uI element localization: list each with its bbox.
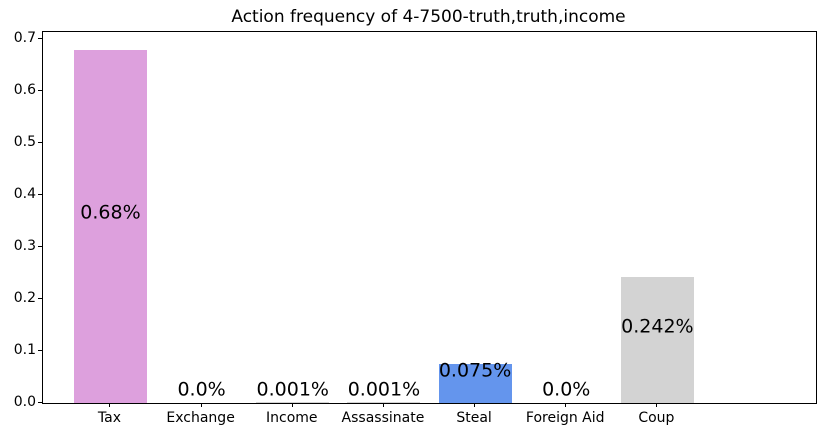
bar-value-label-coup: 0.242% <box>621 315 694 338</box>
x-tick-label-foreign-aid: Foreign Aid <box>525 410 605 426</box>
x-tick-mark-income <box>291 403 293 407</box>
y-tick-label-0.0: 0.0 <box>13 394 36 410</box>
bar-value-label-assassinate: 0.001% <box>347 378 421 401</box>
y-tick-mark-0.0 <box>38 402 42 403</box>
x-tick-label-assassinate: Assassinate <box>341 410 425 426</box>
x-tick-mark-foreign-aid <box>565 403 567 407</box>
bar-value-label-foreign-aid: 0.0% <box>542 378 591 401</box>
y-tick-label-0.4: 0.4 <box>13 186 36 203</box>
bar-income <box>256 402 330 403</box>
bar-value-label-tax: 0.68% <box>80 201 141 224</box>
y-tick-label-0.7: 0.7 <box>13 30 36 47</box>
y-tick-mark-0.2 <box>38 298 42 300</box>
chart-title: Action frequency of 4-7500-truth,truth,i… <box>231 7 626 27</box>
bar-value-label-income: 0.001% <box>256 378 329 401</box>
y-tick-mark-0.5 <box>38 142 42 144</box>
x-tick-label-income: Income <box>266 410 318 426</box>
x-tick-mark-coup <box>656 403 658 407</box>
y-tick-label-0.6: 0.6 <box>13 82 36 99</box>
x-tick-mark-exchange <box>200 403 202 407</box>
bar-coup <box>620 277 694 403</box>
y-tick-mark-0.6 <box>38 90 42 92</box>
bar-tax <box>73 49 147 403</box>
x-tick-label-coup: Coup <box>638 410 675 426</box>
y-tick-mark-0.1 <box>38 350 42 352</box>
bar-value-label-exchange: 0.0% <box>177 378 226 401</box>
y-tick-label-0.1: 0.1 <box>13 342 36 359</box>
bar-assassinate <box>347 402 421 403</box>
x-tick-mark-steal <box>474 403 476 407</box>
y-tick-mark-0.7 <box>38 38 42 40</box>
x-tick-mark-tax <box>109 403 111 407</box>
y-tick-mark-0.4 <box>38 194 42 196</box>
plot-area: 0.68% 0.0% 0.001% 0.001% 0.075% 0.0% 0.242% <box>42 31 817 404</box>
y-tick-label-0.2: 0.2 <box>13 290 36 307</box>
x-tick-label-tax: Tax <box>97 410 122 426</box>
x-tick-mark-assassinate <box>382 403 384 407</box>
bar-steal <box>438 364 512 403</box>
y-tick-label-0.5: 0.5 <box>13 134 36 151</box>
y-tick-mark-0.3 <box>38 246 42 248</box>
x-tick-label-steal: Steal <box>456 410 492 426</box>
bar-value-label-steal: 0.075% <box>438 359 512 382</box>
y-tick-label-0.3: 0.3 <box>13 238 36 255</box>
x-tick-label-exchange: Exchange <box>166 410 235 426</box>
